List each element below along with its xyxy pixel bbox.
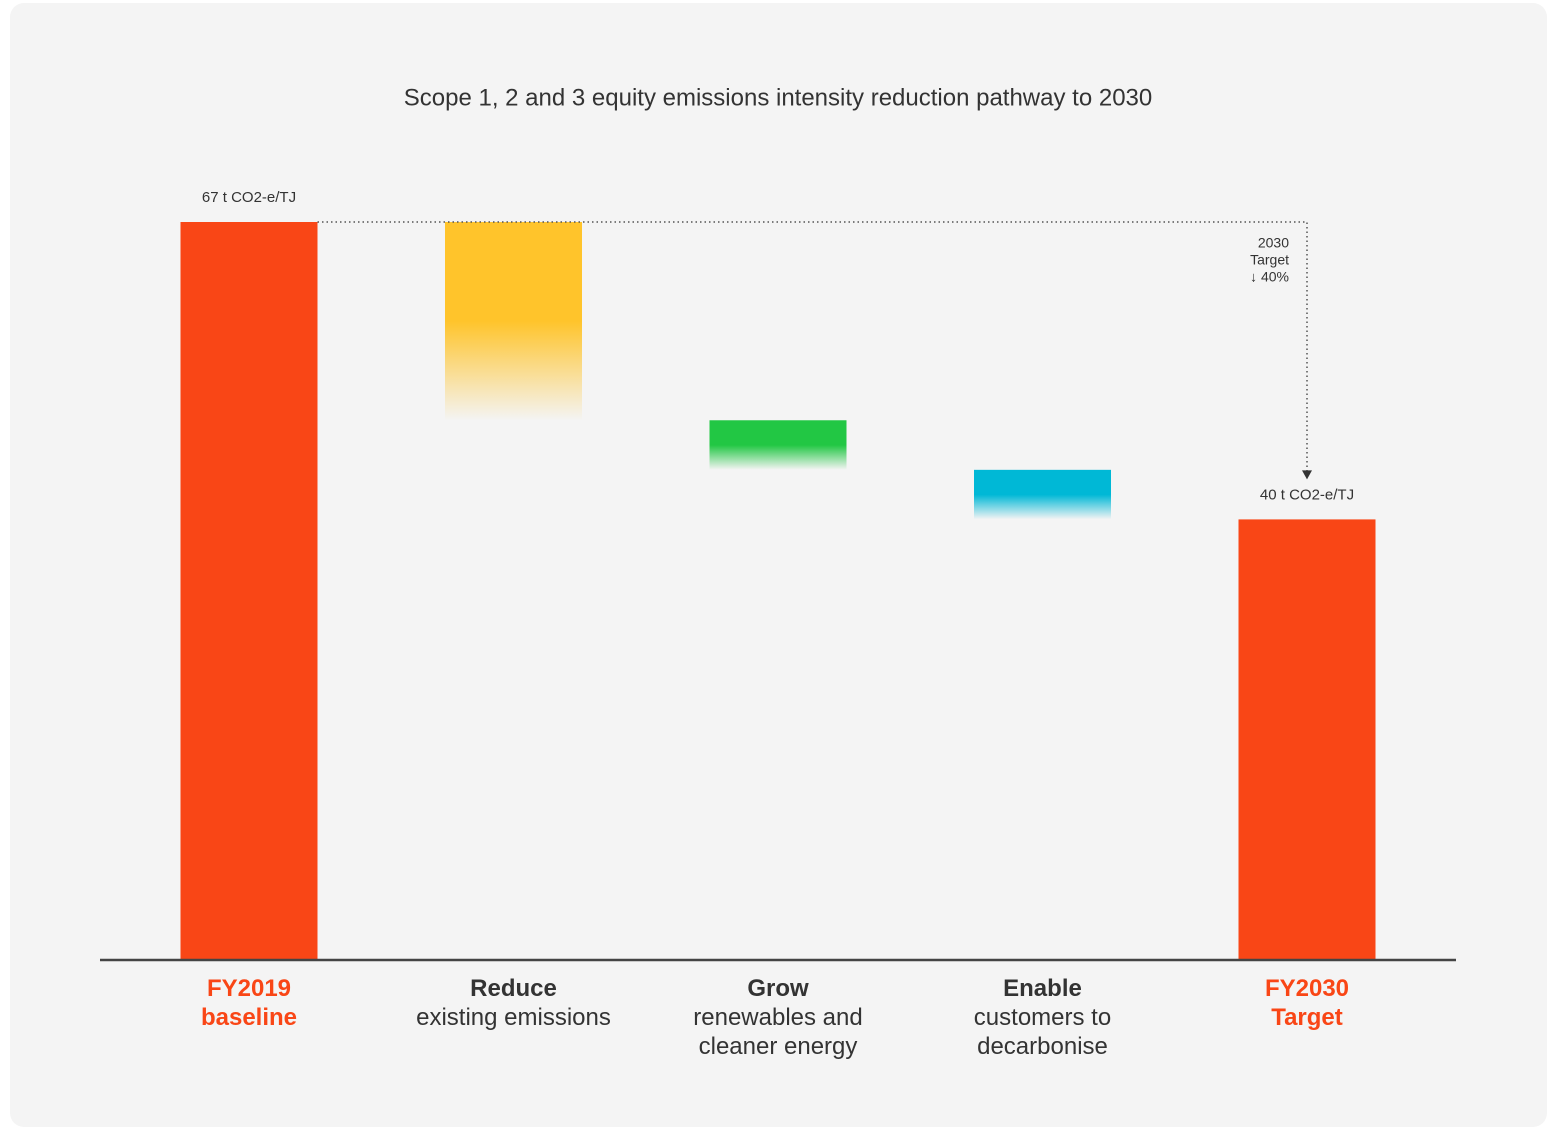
target-annotation: Target <box>1250 252 1289 268</box>
bar <box>180 222 318 960</box>
category-name: FY2019 baseline <box>200 975 298 1031</box>
category-label: FY2019 baseline <box>184 974 314 1032</box>
bar <box>974 469 1111 520</box>
category-name: Reduce <box>470 975 557 1002</box>
target-connector <box>317 221 1308 472</box>
category-name: FY2030 Target <box>1264 975 1350 1031</box>
category-description: existing emissions <box>416 1004 611 1031</box>
category-name: Enable <box>1003 975 1082 1002</box>
chart-title: Scope 1, 2 and 3 equity emissions intens… <box>404 84 1152 111</box>
target-annotation: 2030 <box>1258 235 1289 251</box>
category-description: renewables and cleaner energy <box>693 1004 863 1060</box>
bar <box>709 420 847 470</box>
category-label: Enable customers to decarbonise <box>945 974 1141 1061</box>
value-label: 40 t CO2-e/TJ <box>1260 486 1354 503</box>
target-arrowhead <box>1302 470 1312 480</box>
bar <box>1238 519 1376 960</box>
category-name: Grow <box>747 975 809 1002</box>
value-label: 67 t CO2-e/TJ <box>202 189 296 206</box>
category-label: Grow renewables and cleaner energy <box>680 974 876 1061</box>
target-annotation: ↓ 40% <box>1250 269 1289 285</box>
category-description: customers to decarbonise <box>973 1004 1112 1060</box>
bar <box>445 222 582 421</box>
category-label: Reduce existing emissions <box>416 974 612 1032</box>
category-label: FY2030 Target <box>1242 974 1372 1032</box>
